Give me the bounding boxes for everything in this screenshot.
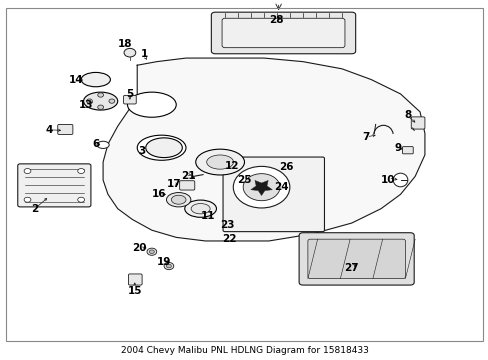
Text: 28: 28	[268, 15, 283, 26]
Text: 26: 26	[278, 162, 293, 172]
FancyBboxPatch shape	[123, 95, 136, 104]
Text: 12: 12	[224, 161, 239, 171]
Ellipse shape	[191, 203, 210, 214]
Ellipse shape	[206, 155, 233, 169]
Circle shape	[124, 48, 136, 57]
Circle shape	[233, 166, 289, 208]
Text: 24: 24	[273, 182, 288, 192]
Text: 23: 23	[220, 220, 234, 230]
Text: 6: 6	[92, 139, 99, 149]
Ellipse shape	[392, 173, 407, 187]
Circle shape	[78, 168, 84, 174]
Circle shape	[147, 248, 157, 255]
Ellipse shape	[83, 92, 118, 110]
Ellipse shape	[81, 72, 110, 87]
FancyBboxPatch shape	[58, 125, 73, 134]
Text: 14: 14	[69, 75, 83, 85]
FancyBboxPatch shape	[179, 181, 194, 190]
FancyBboxPatch shape	[402, 147, 412, 154]
Circle shape	[166, 264, 171, 268]
Circle shape	[78, 197, 84, 202]
Circle shape	[98, 105, 103, 109]
FancyBboxPatch shape	[307, 239, 405, 279]
Ellipse shape	[184, 200, 216, 217]
FancyBboxPatch shape	[299, 233, 413, 285]
Text: 25: 25	[237, 175, 251, 185]
Text: 19: 19	[157, 257, 171, 267]
Text: 7: 7	[362, 132, 369, 142]
Text: 2: 2	[31, 204, 39, 214]
Text: 10: 10	[380, 175, 395, 185]
Text: 18: 18	[118, 39, 132, 49]
Circle shape	[24, 168, 31, 174]
Circle shape	[24, 197, 31, 202]
Circle shape	[86, 99, 92, 103]
Text: 13: 13	[79, 100, 93, 110]
FancyBboxPatch shape	[222, 18, 344, 48]
FancyBboxPatch shape	[410, 117, 424, 129]
Text: 15: 15	[127, 286, 142, 296]
Polygon shape	[103, 58, 424, 241]
FancyBboxPatch shape	[128, 274, 142, 285]
Ellipse shape	[195, 149, 244, 175]
Text: 21: 21	[181, 171, 195, 181]
Text: 1: 1	[141, 49, 148, 59]
Ellipse shape	[171, 195, 185, 204]
Polygon shape	[250, 180, 272, 195]
Text: 20: 20	[132, 243, 146, 253]
Circle shape	[109, 99, 115, 103]
Ellipse shape	[145, 138, 182, 158]
Circle shape	[98, 93, 103, 97]
Text: 22: 22	[222, 234, 237, 244]
Circle shape	[243, 174, 279, 201]
FancyBboxPatch shape	[18, 164, 91, 207]
Text: 16: 16	[152, 189, 166, 199]
Text: 8: 8	[404, 111, 410, 121]
Ellipse shape	[127, 92, 176, 117]
Text: 4: 4	[46, 125, 53, 135]
FancyBboxPatch shape	[211, 12, 355, 54]
Circle shape	[163, 262, 173, 270]
Text: 9: 9	[394, 143, 401, 153]
Text: 3: 3	[138, 146, 145, 156]
Ellipse shape	[97, 141, 109, 148]
Text: 2004 Chevy Malibu PNL HDLNG Diagram for 15818433: 2004 Chevy Malibu PNL HDLNG Diagram for …	[121, 346, 367, 355]
Text: 5: 5	[126, 89, 133, 99]
FancyBboxPatch shape	[223, 157, 324, 231]
Text: 11: 11	[200, 211, 215, 221]
Ellipse shape	[137, 135, 185, 160]
Text: 17: 17	[166, 179, 181, 189]
Text: 27: 27	[344, 263, 358, 273]
Ellipse shape	[166, 193, 190, 207]
Circle shape	[149, 250, 154, 253]
